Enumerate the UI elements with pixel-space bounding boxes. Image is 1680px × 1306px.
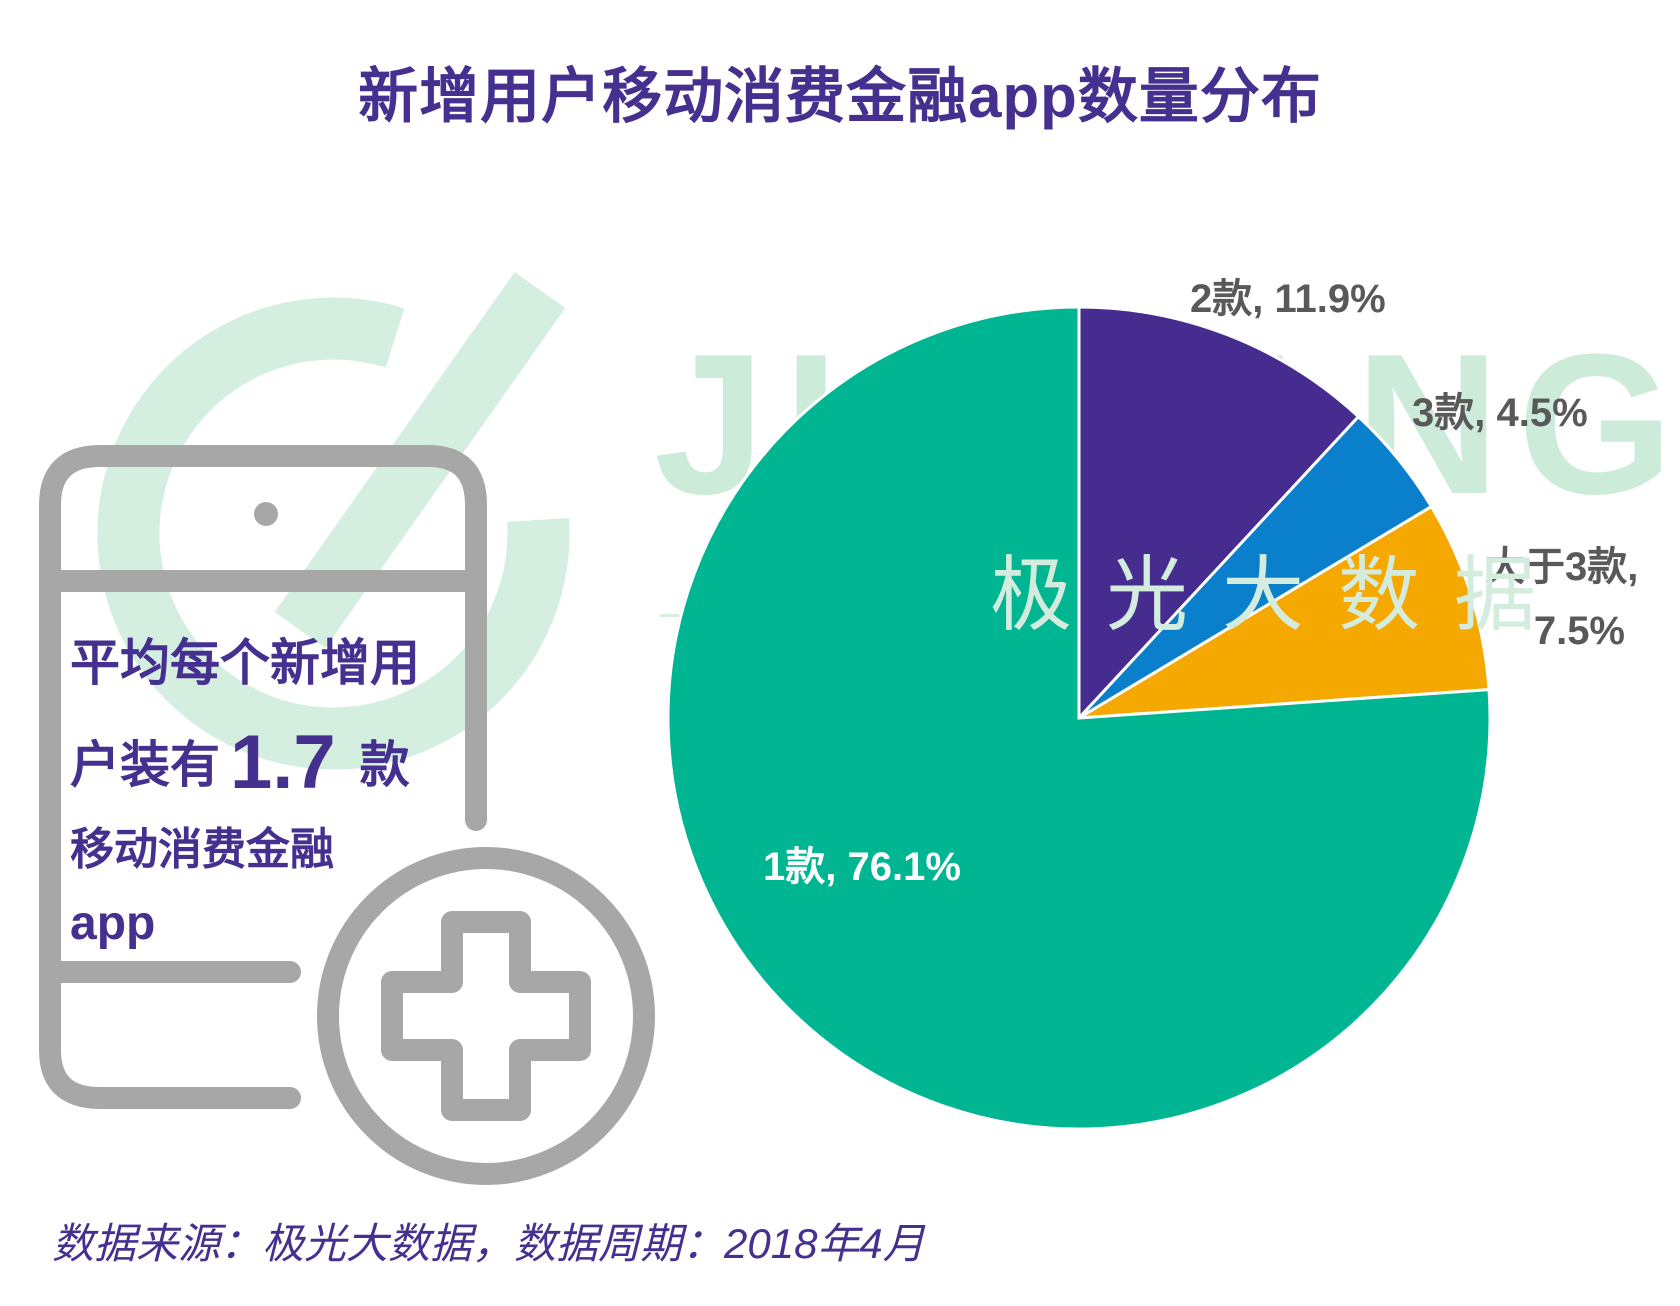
data-label-3款: 3款, 4.5% [1412, 391, 1588, 435]
callout-line-4: app [70, 897, 156, 950]
callout-value: 1.7 [230, 720, 336, 805]
callout-unit: 款 [359, 737, 410, 793]
data-label-2款: 2款, 11.9% [1190, 277, 1386, 321]
data-label-大于3款: 大于3款, [1485, 545, 1638, 589]
pie-slice-大于3款 [1078, 504, 1491, 720]
data-label-1款: 1款, 76.1% [763, 845, 961, 889]
phone-icon [39, 445, 487, 1109]
callout-line-1: 平均每个新增用 [70, 635, 420, 691]
pie-slice-1款 [666, 305, 1492, 1131]
chart-title: 新增用户移动消费金融app数量分布 [358, 63, 1322, 130]
callout-line-3: 移动消费金融 [70, 825, 334, 874]
watermark-chinese: 极光大数据 [990, 550, 1571, 641]
data-source-note: 数据来源：极光大数据，数据周期：2018年4月 [52, 1220, 925, 1267]
pie-slice-2款 [1077, 305, 1361, 722]
callout-line-2: 户装有 1.7 款 [70, 725, 490, 801]
callout-prefix: 户装有 [70, 737, 220, 793]
add-circle-icon [317, 847, 655, 1185]
data-label-大于3款-value: 7.5% [1534, 609, 1625, 653]
